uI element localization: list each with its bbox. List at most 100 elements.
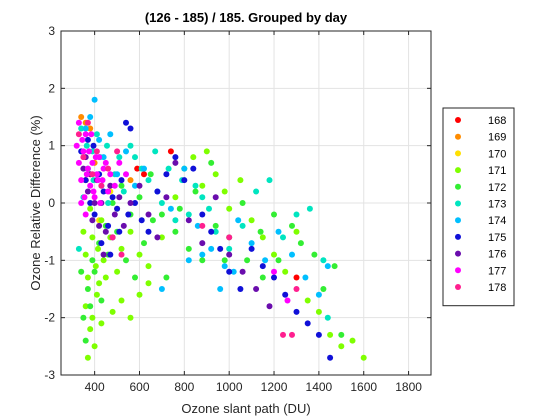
data-point (105, 222, 112, 229)
data-point (338, 343, 345, 350)
data-point (87, 205, 94, 212)
data-point (141, 165, 147, 172)
data-point (127, 177, 134, 184)
data-point (102, 274, 109, 281)
data-point (82, 125, 89, 132)
data-point (324, 314, 331, 321)
x-tick-label: 1200 (261, 380, 288, 394)
x-tick-label: 600 (129, 380, 149, 394)
data-point (83, 171, 90, 178)
data-point (163, 171, 170, 178)
data-point (293, 308, 300, 315)
data-point (248, 245, 255, 252)
data-point (82, 303, 89, 310)
data-point (293, 211, 300, 218)
data-point (92, 154, 99, 161)
data-point (88, 131, 95, 138)
y-tick-label: -2 (44, 311, 55, 325)
data-point (304, 320, 311, 327)
data-point (302, 274, 309, 281)
data-point (80, 165, 87, 172)
legend-entry: 168 (488, 115, 506, 127)
data-point (89, 217, 96, 224)
data-point (104, 142, 110, 149)
data-point (89, 234, 96, 241)
data-point (185, 217, 192, 224)
data-point (145, 280, 152, 287)
data-point (82, 251, 89, 258)
data-point (100, 165, 107, 172)
data-point (230, 268, 237, 275)
data-point (75, 245, 82, 252)
data-point (118, 297, 125, 304)
data-point (136, 291, 143, 298)
data-point (172, 228, 179, 235)
data-point (82, 131, 89, 138)
data-point (91, 194, 98, 201)
legend-entry: 177 (488, 265, 506, 277)
data-point (93, 291, 100, 298)
data-point (237, 286, 244, 292)
data-point (91, 268, 98, 275)
data-point (306, 205, 313, 212)
data-point (90, 188, 97, 195)
data-point (98, 217, 105, 224)
data-point (114, 205, 121, 212)
data-point (78, 268, 85, 275)
data-point (98, 297, 105, 304)
data-point (237, 177, 244, 184)
data-point (266, 303, 273, 310)
data-point (86, 148, 92, 155)
data-point (127, 142, 134, 149)
data-point (271, 211, 277, 218)
data-point (206, 205, 212, 212)
data-point (136, 251, 143, 258)
data-point (109, 308, 116, 315)
y-tick-label: -3 (44, 368, 55, 382)
data-point (127, 125, 134, 132)
legend-entry: 174 (488, 215, 506, 227)
data-point (217, 245, 224, 252)
data-point (172, 154, 179, 161)
data-point (93, 148, 100, 155)
data-point (293, 286, 300, 292)
data-point (212, 171, 219, 178)
data-point (239, 268, 246, 275)
data-point (127, 228, 134, 235)
data-point (282, 268, 289, 275)
data-point (73, 142, 80, 149)
data-point (80, 148, 87, 155)
data-point (81, 194, 88, 201)
legend-entry: 170 (488, 148, 506, 160)
data-point (259, 263, 266, 270)
data-point (75, 119, 82, 126)
data-point (199, 211, 206, 218)
data-point (127, 314, 134, 321)
legend-marker (455, 217, 461, 224)
data-point (208, 228, 215, 235)
data-point (123, 171, 129, 178)
data-point (145, 228, 152, 235)
y-tick-label: 2 (48, 81, 55, 95)
data-point (107, 251, 114, 258)
data-point (100, 251, 107, 258)
data-point (248, 217, 255, 224)
x-tick-label: 1800 (395, 380, 422, 394)
data-point (82, 211, 89, 218)
data-point (324, 263, 331, 270)
data-point (116, 159, 123, 166)
data-point (199, 194, 206, 201)
data-point (172, 159, 179, 166)
data-point (136, 182, 143, 189)
data-point (100, 188, 107, 195)
data-point (293, 228, 300, 235)
data-point (116, 154, 123, 161)
legend-marker (455, 150, 461, 157)
data-point (89, 171, 96, 178)
data-point (127, 200, 134, 206)
data-point (111, 182, 118, 189)
data-point (262, 257, 269, 264)
data-point (82, 337, 89, 344)
data-point (248, 240, 255, 247)
data-point (100, 154, 107, 161)
